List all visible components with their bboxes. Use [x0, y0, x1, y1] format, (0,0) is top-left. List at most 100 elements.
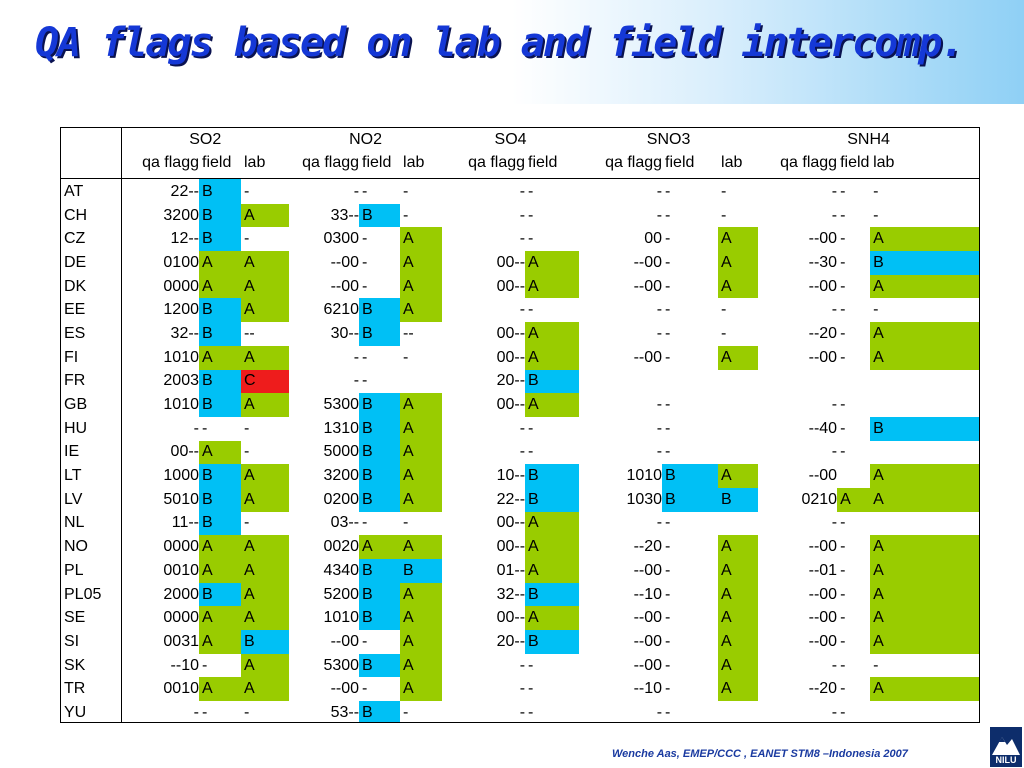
flag-cell: A — [525, 535, 580, 559]
flag-cell: - — [665, 703, 671, 721]
qa-flag-cell: --00 — [808, 585, 838, 603]
qa-flag-cell: - — [831, 656, 838, 674]
qa-flag-cell: --00 — [808, 538, 838, 556]
flag-cell: A — [525, 559, 580, 583]
flag-cell: B — [199, 393, 241, 417]
flag-cell: A — [718, 677, 759, 702]
qa-flag-cell: --40 — [808, 419, 838, 437]
flag-cell: - — [244, 419, 250, 437]
qa-flags-table-frame: SO2 NO2 SO4 SNO3 SNH4 qa flagg field lab qa flag… — [60, 127, 980, 723]
flag-cell: A — [870, 559, 979, 583]
qa-flag-cell: - — [519, 182, 526, 200]
flag-cell: B — [525, 464, 580, 488]
qa-flag-cell: 1010 — [323, 609, 360, 627]
flag-cell: B — [359, 464, 401, 488]
flag-cell: A — [241, 606, 290, 631]
qa-flag-cell: 33-- — [330, 206, 360, 224]
qa-flag-cell: 1010 — [163, 396, 199, 414]
flag-cell: B — [870, 251, 979, 275]
sub-header: field — [199, 151, 241, 179]
qa-flag-cell: 32-- — [170, 324, 199, 342]
flag-cell: A — [359, 535, 401, 559]
flag-cell: A — [400, 251, 443, 275]
qa-flag-cell: --00 — [330, 277, 360, 295]
sub-header: lab — [870, 151, 979, 179]
flag-cell — [718, 370, 758, 394]
table-row: GB 1010 B A 5300 B A 00-- A - - - - — [61, 393, 979, 417]
flag-cell: B — [359, 203, 401, 228]
qa-flag-cell: --00 — [330, 253, 360, 271]
qa-flag-cell: 0300 — [323, 230, 360, 248]
flag-cell: - — [665, 301, 671, 319]
country-cell: DE — [61, 251, 122, 275]
qa-flag-cell: --00 — [808, 230, 838, 248]
qa-flag-cell: - — [831, 301, 838, 319]
qa-flag-cell: 00-- — [496, 396, 526, 414]
flag-cell: A — [870, 227, 979, 252]
qa-flag-cell: 20-- — [496, 372, 526, 390]
flag-cell: A — [870, 535, 979, 559]
qa-flag-cell: 6210 — [323, 301, 360, 319]
flag-cell: A — [525, 251, 580, 275]
flag-cell: - — [721, 301, 727, 319]
qa-flag-cell: - — [519, 703, 526, 721]
table-row: LT 1000 B A 3200 B A 10-- B 1010 B A --00 A — [61, 464, 979, 488]
qa-flag-cell: --10 — [170, 656, 199, 674]
flag-cell: B — [359, 606, 401, 631]
qa-flag-cell: 53-- — [330, 703, 360, 721]
qa-flag-cell: 00-- — [496, 324, 526, 342]
flag-cell: B — [662, 464, 719, 488]
sub-header: lab — [400, 151, 443, 179]
flag-cell: - — [202, 703, 208, 721]
flag-cell: - — [528, 680, 534, 698]
flag-cell: A — [718, 251, 759, 275]
qa-flag-cell: 00-- — [496, 277, 526, 295]
flag-cell: -- — [403, 324, 414, 342]
flag-cell: A — [837, 487, 871, 512]
group-header: SNH4 — [847, 130, 890, 148]
table-row: PL 0010 A A 4340 B B 01-- A --00- A --01- A — [61, 559, 979, 583]
flag-cell: B — [718, 487, 759, 512]
flag-cell: - — [665, 182, 671, 200]
flag-cell: - — [665, 632, 671, 650]
table-body: SO2 NO2 SO4 SNO3 SNH4 qa flagg field lab qa flag… — [61, 128, 979, 722]
flag-cell: - — [403, 182, 409, 200]
qa-flag-cell: 1200 — [163, 301, 199, 319]
flag-cell: B — [199, 298, 241, 323]
flag-cell: - — [665, 348, 671, 366]
flag-cell: A — [199, 440, 241, 465]
flag-cell: - — [202, 656, 208, 674]
sub-header: field — [359, 151, 401, 179]
flag-cell: - — [840, 277, 846, 295]
qa-flag-cell: - — [656, 182, 663, 200]
flag-cell: - — [840, 632, 846, 650]
flag-cell: - — [403, 514, 409, 532]
qa-flag-cell: --00 — [633, 632, 663, 650]
qa-flag-cell: --00 — [808, 467, 838, 485]
sub-header: qa flagg — [121, 151, 199, 179]
table-row: YU - - -53-- B - - - - - - - — [61, 701, 979, 722]
flag-cell: - — [362, 514, 368, 532]
country-cell: CH — [61, 203, 122, 228]
flag-cell: - — [244, 230, 250, 248]
flag-cell: A — [870, 606, 979, 631]
flag-cell: A — [525, 393, 580, 417]
flag-cell: - — [403, 348, 409, 366]
flag-cell — [870, 441, 979, 465]
qa-flag-cell — [758, 370, 837, 394]
qa-flag-cell: 2003 — [163, 372, 199, 390]
qa-flag-cell: --00 — [633, 656, 663, 674]
flag-cell: - — [840, 514, 846, 532]
flag-cell: B — [199, 511, 241, 536]
flag-cell: A — [870, 322, 979, 346]
sub-header: field — [837, 151, 871, 179]
qa-flag-cell: 20-- — [496, 632, 526, 650]
table-row: FR 2003 B C - -20-- B — [61, 369, 979, 394]
flag-cell: B — [525, 487, 580, 512]
flag-cell: A — [241, 464, 290, 488]
flag-cell: A — [718, 227, 759, 252]
qa-flags-table: SO2 NO2 SO4 SNO3 SNH4 qa flagg field lab qa flag… — [61, 128, 979, 722]
qa-flag-cell: --00 — [633, 277, 663, 295]
flag-cell: A — [400, 487, 443, 512]
nilu-logo: NILU — [990, 727, 1022, 767]
